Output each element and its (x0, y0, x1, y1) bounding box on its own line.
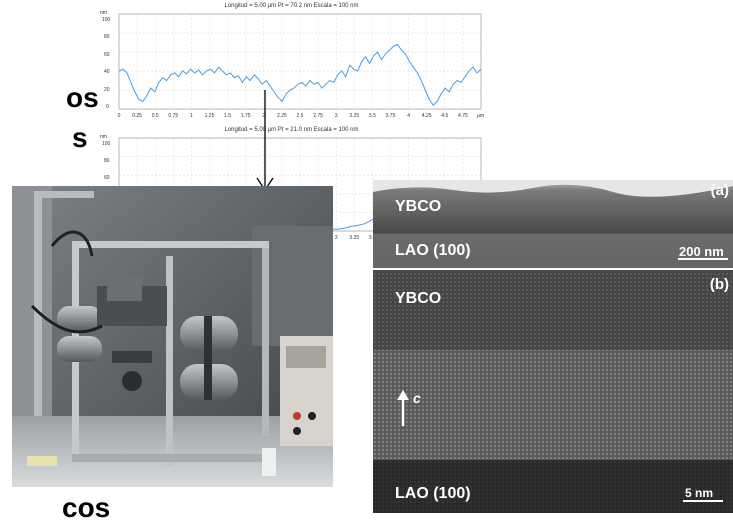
bottom-y-tick: 100 (102, 141, 111, 147)
bottom-x-tick: 3.25 (349, 235, 359, 240)
c-axis-label: c (413, 390, 421, 406)
top-x-tick: 2.75 (313, 113, 323, 119)
top-x-tick: 2.25 (277, 113, 287, 119)
panel-b-substrate-label: LAO (100) (395, 485, 471, 502)
top-profile-line (118, 43, 482, 106)
top-y-unit: nm (100, 10, 107, 16)
c-axis-arrow-head (397, 390, 409, 400)
panel-b-tag: (b) (709, 276, 729, 293)
top-x-tick: 1.75 (241, 113, 251, 119)
tem-images (373, 180, 733, 513)
top-y-tick: 100 (102, 17, 111, 23)
top-x-tick: 1.5 (224, 113, 231, 119)
top-x-tick: 4.75 (458, 113, 468, 119)
top-x-tick: 3.25 (349, 113, 359, 119)
top-x-tick: 0.75 (168, 113, 178, 119)
top-x-tick: 4.25 (422, 113, 432, 119)
top-y-tick: 0 (106, 104, 109, 110)
top-x-tick: 0 (118, 113, 121, 119)
top-x-unit: µm (477, 113, 484, 119)
top-x-tick: 4.5 (441, 113, 448, 119)
bottom-x-tick: 3 (335, 235, 338, 240)
top-x-tick: 0.5 (152, 113, 159, 119)
apparatus-photo (12, 186, 333, 487)
top-y-tick: 80 (104, 34, 110, 40)
top-plot-frame (118, 13, 482, 110)
top-x-tick: 3.5 (369, 113, 376, 119)
panel-b-scale-label: 5 nm (685, 486, 714, 500)
bottom-y-tick: 80 (104, 158, 110, 164)
top-y-tick: 60 (104, 52, 110, 58)
top-x-tick: 1 (190, 113, 193, 119)
bottom-profile-title: Longitud = 5.00 µm Pt = 21.0 nm Escala =… (224, 127, 359, 133)
top-profile-title: Longitud = 5.00 µm Pt = 70.2 nm Escala =… (224, 3, 359, 9)
top-x-tick: 1.25 (205, 113, 215, 119)
top-plot-grid (119, 14, 481, 109)
bottom-y-unit: nm (100, 134, 107, 140)
panel-a-tag: (a) (710, 182, 729, 199)
panel-b-film-label: YBCO (395, 290, 442, 307)
bottom-x-tick: 3.5 (369, 235, 376, 240)
top-x-tick: 3 (335, 113, 338, 119)
top-x-tick: 4 (407, 113, 410, 119)
scale-bar-a (678, 258, 728, 260)
slide-text-fragment-4: cos (62, 492, 111, 523)
top-x-tick: 3.75 (386, 113, 396, 119)
top-y-tick: 40 (104, 69, 110, 75)
panel-a-substrate-label: LAO (100) (395, 242, 471, 259)
top-x-tick: 2 (262, 113, 265, 119)
panel-a-scale-label: 200 nm (679, 244, 724, 259)
panel-a-film-label: YBCO (395, 198, 442, 215)
apparatus-photo-drawing (12, 186, 333, 487)
tem-micrographs: YBCO (a) LAO (100) 200 nm YBCO (b) c LAO… (373, 180, 733, 513)
top-x-tick: 2.5 (297, 113, 304, 119)
top-x-tick: 0.25 (132, 113, 142, 119)
scale-bar-b (683, 500, 723, 502)
bottom-y-tick: 60 (104, 175, 110, 181)
slide-text-fragment-2: s (72, 122, 88, 153)
top-y-tick: 20 (104, 87, 110, 93)
